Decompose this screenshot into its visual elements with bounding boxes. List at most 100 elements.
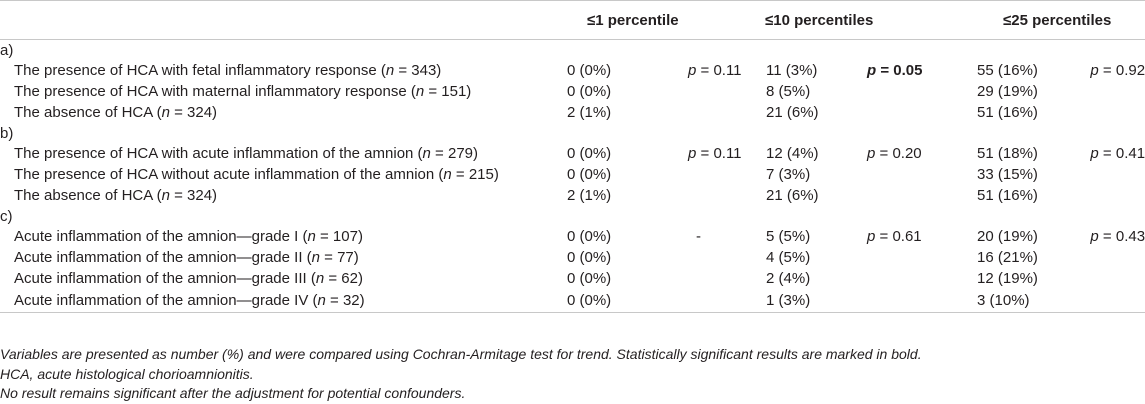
table-notes: Variables are presented as number (%) an… [0,345,922,404]
p-value-cell [1084,102,1145,123]
p-value-cell: p = 0.61 [864,226,974,247]
row-label-text: The presence of HCA without acute inflam… [14,166,444,183]
row-label-text: The presence of HCA with fetal inflammat… [14,62,386,79]
row-label: The absence of HCA (n = 324) [0,185,565,206]
value-le10: 2 (4%) [766,270,811,287]
p-value-cell: p = 0.43 [1084,226,1145,247]
empty-cell [565,206,658,226]
row-label: The presence of HCA with acute inflammat… [0,143,565,164]
n-symbol: n [415,83,425,100]
value-le10: 5 (5%) [766,228,811,245]
row-label-count: = 62) [324,270,363,287]
p-value-cell [1084,268,1145,289]
empty-cell [974,206,1084,226]
value-le10: 1 (3%) [765,289,865,313]
p-value-cell [1084,247,1145,268]
p-symbol: p [688,145,697,162]
empty-cell [864,40,974,61]
value-le1: 0 (0%) [567,83,612,100]
row-label-text: The absence of HCA ( [14,187,162,204]
row-label-count: = 107) [315,228,363,245]
p-value: = 0.43 [1102,228,1145,245]
header-empty [0,0,565,40]
p-symbol: p [1090,62,1099,79]
row-label-text: Acute inflammation of the amnion—grade I… [14,292,318,309]
header-le10-percentiles: ≤10 percentiles [765,0,975,40]
value-le10: 21 (6%) [766,104,819,121]
table-row: The presence of HCA with acute inflammat… [0,143,1145,164]
empty-cell [864,206,974,226]
table-row: Acute inflammation of the amnion—grade I… [0,268,1145,289]
row-label-text: Acute inflammation of the amnion—grade I… [14,249,312,266]
p-symbol: p [867,145,876,162]
p-symbol: p [1090,145,1099,162]
p-value-cell [864,81,974,102]
header-le25-percentiles: ≤25 percentiles [974,0,1145,40]
p-value: = 0.92 [1102,62,1145,79]
note-line: HCA, acute histological chorioamnionitis… [0,365,254,382]
n-symbol: n [315,270,325,287]
p-symbol: p [688,62,697,79]
empty-cell [1084,40,1145,61]
value-le10: 4 (5%) [766,249,811,266]
n-symbol: n [307,228,316,245]
n-symbol: n [443,166,452,183]
p-value-cell [658,81,765,102]
p-value-cell [864,164,974,185]
row-label: The presence of HCA without acute inflam… [0,164,565,185]
p-value: = 0.11 [700,145,742,162]
empty-cell [565,40,658,61]
p-value: = 0.05 [880,62,923,79]
section-row: c) [0,206,1145,226]
p-value-cell: - [696,228,701,245]
p-value-cell [658,185,765,206]
n-symbol: n [385,62,395,79]
section-row: a) [0,40,1145,61]
p-value-cell [658,102,765,123]
empty-cell [765,206,864,226]
table-body: a) The presence of HCA with fetal inflamm… [0,40,1145,313]
table-row: Acute inflammation of the amnion—grade I… [0,247,1145,268]
n-symbol: n [161,104,170,121]
row-label-text: Acute inflammation of the amnion—grade I… [14,270,316,287]
p-value-cell [864,102,974,123]
value-le25: 51 (16%) [977,104,1038,121]
n-symbol: n [317,292,326,309]
p-value-cell [658,289,766,313]
row-label-text: The absence of HCA ( [14,104,162,121]
results-table: ≤1 percentile ≤10 percentiles ≤25 percen… [0,0,1145,313]
row-label-text: Acute inflammation of the amnion—grade I… [14,228,308,245]
table-row: The presence of HCA without acute inflam… [0,164,1145,185]
p-value-cell [1084,289,1145,313]
p-value: = 0.11 [700,62,742,79]
note-line: Variables are presented as number (%) an… [0,346,922,362]
empty-cell [974,123,1084,143]
p-value-cell [658,247,765,268]
empty-cell [765,40,864,61]
value-le25: 3 (10%) [974,289,1085,313]
p-value-cell: p = 0.05 [864,60,974,81]
n-symbol: n [161,187,170,204]
value-le1: 0 (0%) [567,249,612,266]
row-label-text: The presence of HCA with maternal inflam… [14,83,416,100]
section-label: b) [0,124,14,142]
value-le10: 21 (6%) [766,187,819,204]
value-le10: 8 (5%) [766,83,811,100]
p-value: = 0.20 [879,145,922,162]
value-le25: 20 (19%) [977,228,1038,245]
value-le1: 2 (1%) [567,104,612,121]
value-le25: 29 (19%) [977,83,1038,100]
section-row: b) [0,123,1145,143]
value-le25: 12 (19%) [977,270,1038,287]
table-row: The absence of HCA (n = 324) 2 (1%) 21 (6%… [0,102,1145,123]
value-le10: 7 (3%) [766,166,811,183]
p-value-cell [864,185,974,206]
value-le10: 12 (4%) [766,145,819,162]
row-label: The presence of HCA with fetal inflammat… [0,60,565,81]
value-le25: 51 (16%) [977,187,1038,204]
table-row: The presence of HCA with fetal inflammat… [0,60,1145,81]
value-le1: 0 (0%) [567,270,612,287]
table-row: The absence of HCA (n = 324) 2 (1%) 21 (6%… [0,185,1145,206]
value-le25: 33 (15%) [977,166,1038,183]
